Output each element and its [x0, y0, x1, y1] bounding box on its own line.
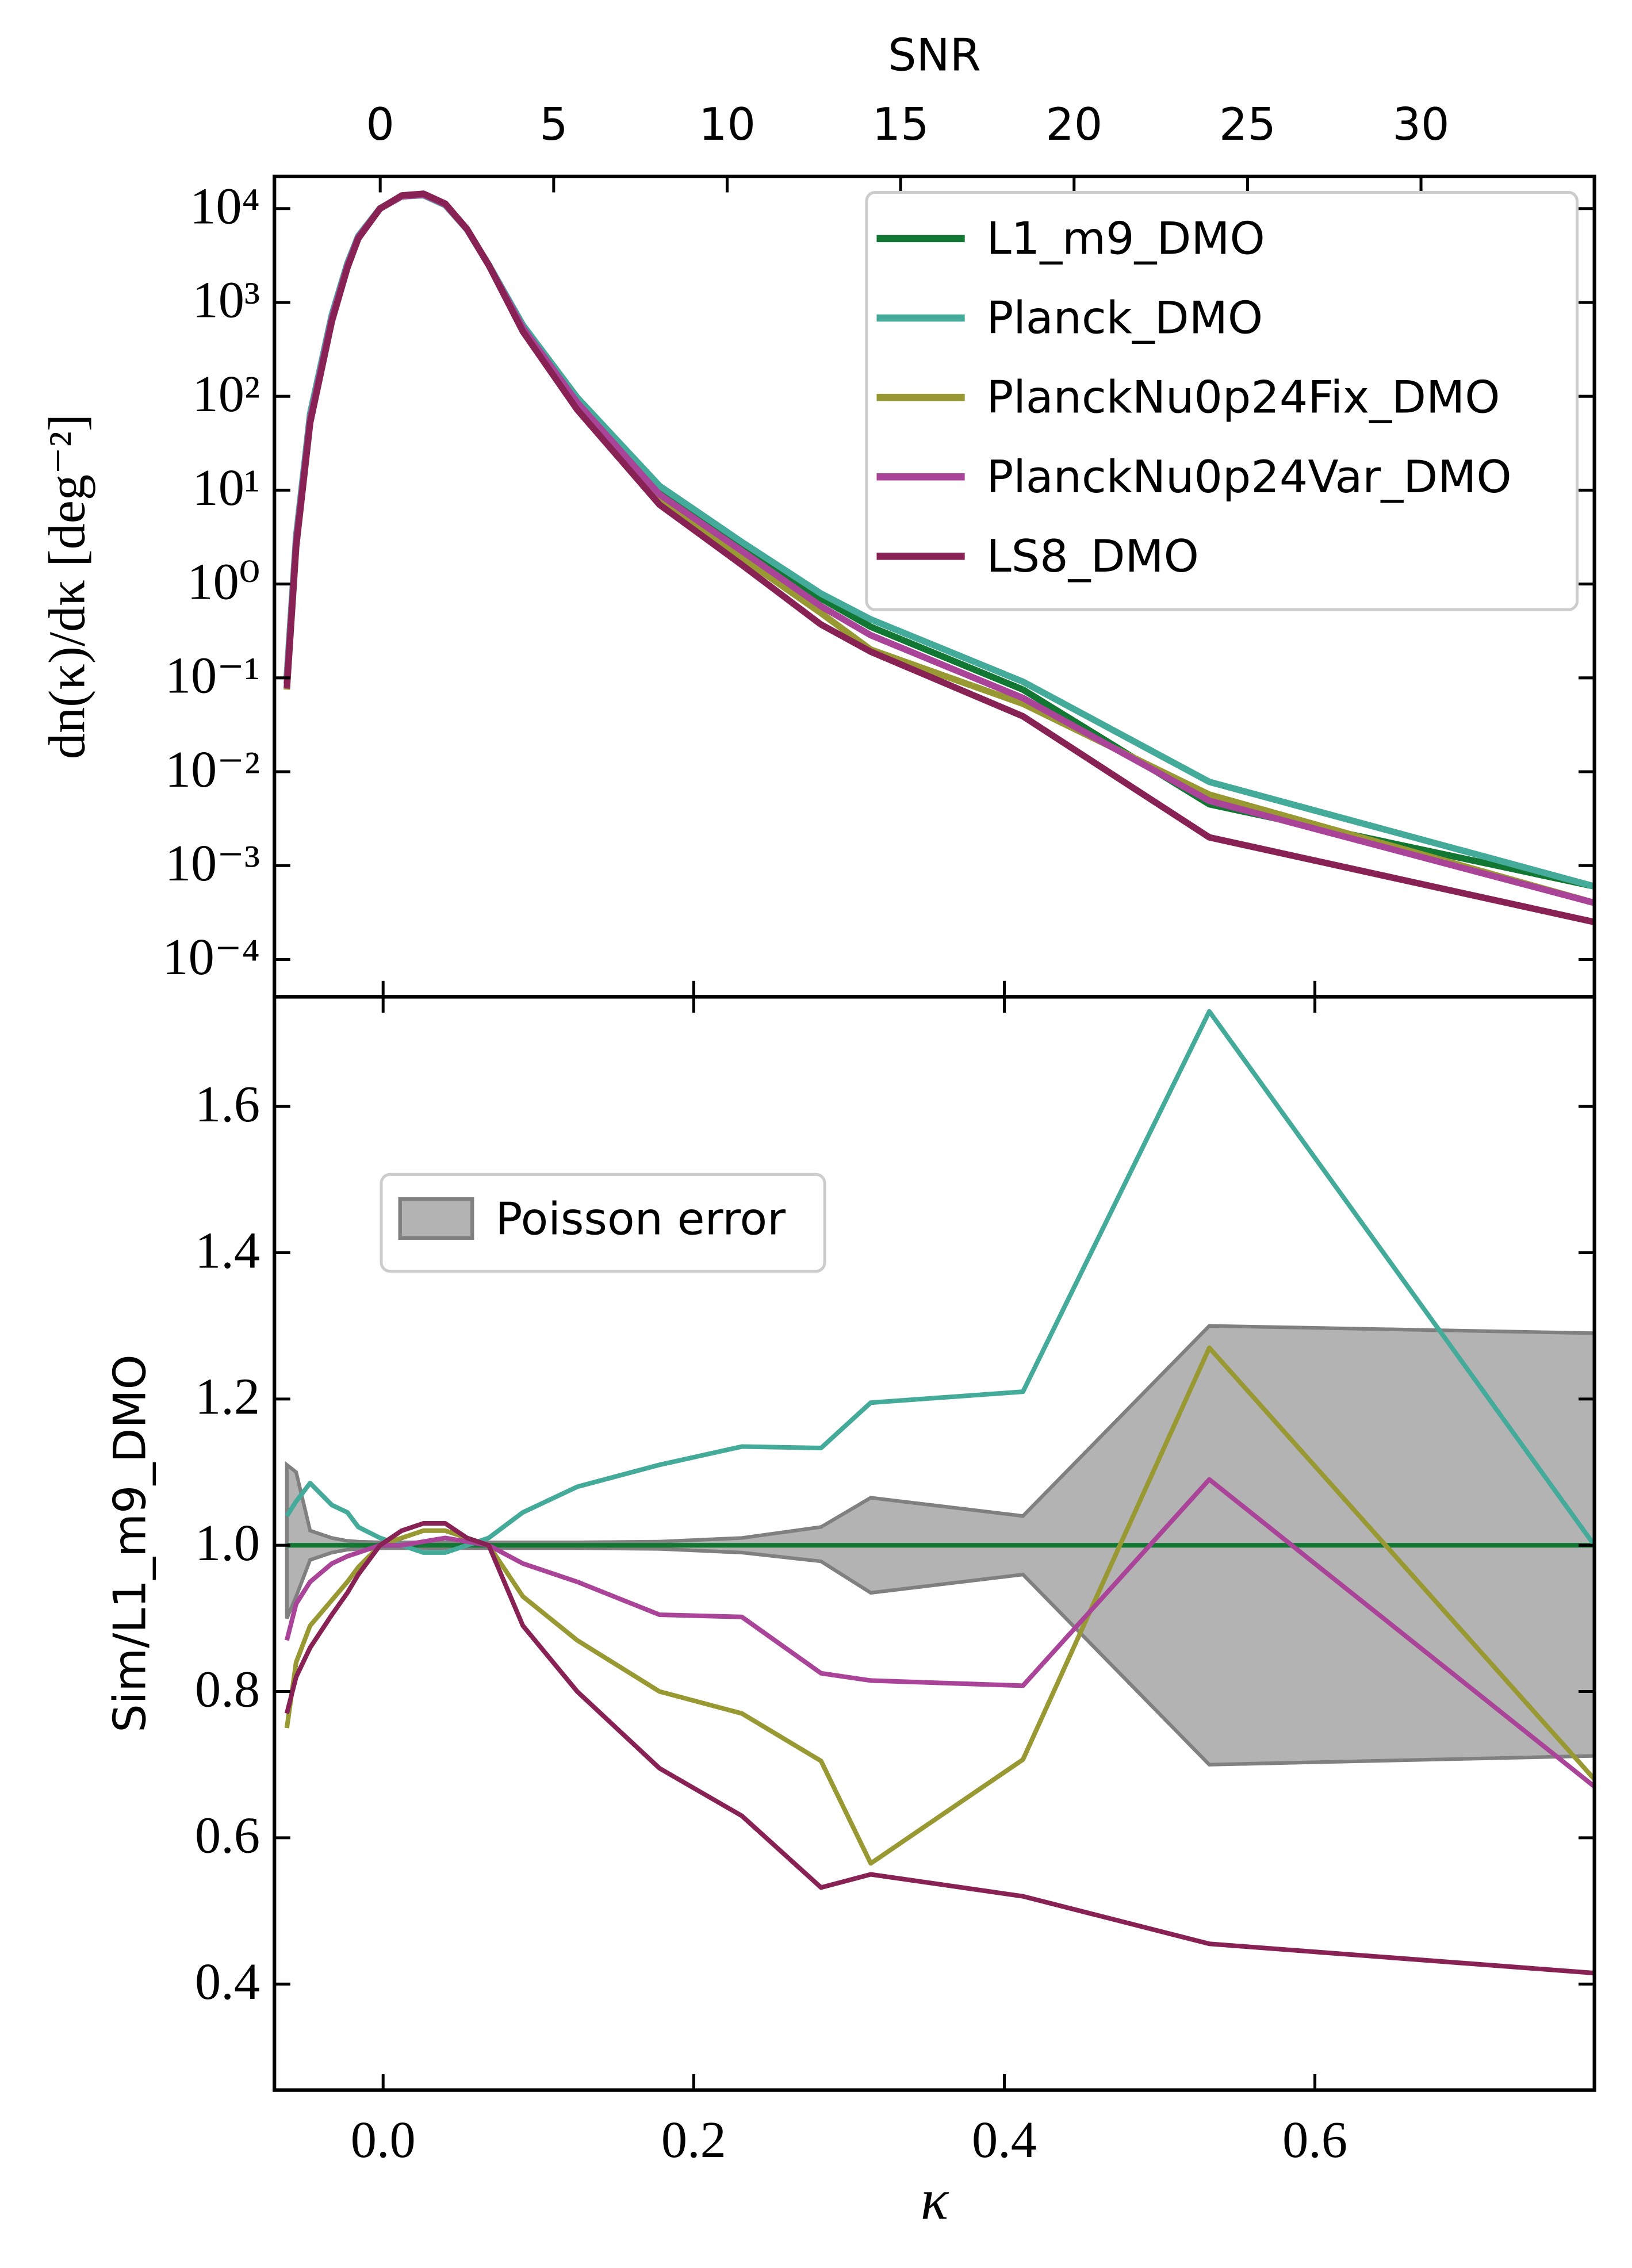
y-tick-label: 0.8	[195, 1660, 260, 1718]
legend-label: PlanckNu0p24Fix_DMO	[986, 372, 1500, 424]
y-tick-label: 10¹	[193, 458, 260, 516]
x2-tick-label: 10	[699, 99, 756, 151]
legend-box	[380, 1173, 826, 1273]
series-line	[285, 1009, 1595, 1555]
y-tick-label: 1.4	[195, 1221, 260, 1279]
y-tick-label: 10⁻³	[165, 834, 260, 892]
y-tick-label: 1.6	[195, 1075, 260, 1133]
y-tick-label: 0.4	[195, 1952, 260, 2010]
legend-label: LS8_DMO	[986, 531, 1199, 583]
x2-tick-label: 15	[872, 99, 929, 151]
legend-box	[865, 190, 1579, 611]
x-axis-label: κ	[921, 2167, 949, 2232]
x2-tick-label: 20	[1045, 99, 1102, 151]
y-tick-label: 1.2	[195, 1367, 260, 1426]
series-line	[284, 190, 1595, 926]
y-tick-label: 1.0	[195, 1514, 260, 1572]
y-tick-label: 10⁻²	[165, 740, 260, 798]
x-tick-label: 0.2	[661, 2110, 726, 2169]
x-tick-label: 0.6	[1282, 2110, 1347, 2169]
y-tick-label: 0.6	[195, 1806, 260, 1864]
y-tick-label: 10⁴	[190, 177, 260, 235]
legend: L1_m9_DMO Planck_DMO PlanckNu0p24Fix_DMO Pl…	[865, 190, 1579, 611]
x-tick-label: 0.4	[972, 2110, 1037, 2169]
legend-label: PlanckNu0p24Var_DMO	[986, 451, 1511, 503]
y-tick-label: 10⁰	[187, 552, 260, 610]
legend-label: Planck_DMO	[986, 293, 1263, 344]
legend-swatch	[398, 1197, 474, 1240]
y-tick-label: 10²	[193, 365, 260, 423]
legend-label: Poisson error	[495, 1194, 786, 1246]
x2-tick-label: 0	[366, 99, 394, 151]
y-axis-label: Sim/L1_m9_DMO	[105, 1354, 156, 1733]
x2-tick-label: 5	[539, 99, 568, 151]
x2-tick-label: 25	[1219, 99, 1276, 151]
series-line	[284, 1521, 1595, 1976]
y-tick-label: 10⁻⁴	[162, 928, 260, 986]
y-axis-label: dn(κ)/dκ [deg⁻²]	[37, 414, 95, 759]
x-tick-label: 0.0	[351, 2110, 416, 2169]
y-tick-label: 10³	[193, 271, 260, 329]
y-tick-label: 10⁻¹	[165, 646, 260, 704]
axes-frame	[273, 995, 1596, 2092]
x2-tick-label: 30	[1393, 99, 1450, 151]
x2-axis-label: SNR	[888, 29, 981, 81]
legend-label: L1_m9_DMO	[986, 213, 1265, 265]
legend: Poisson error	[380, 1173, 826, 1273]
series-line	[284, 1477, 1595, 1788]
